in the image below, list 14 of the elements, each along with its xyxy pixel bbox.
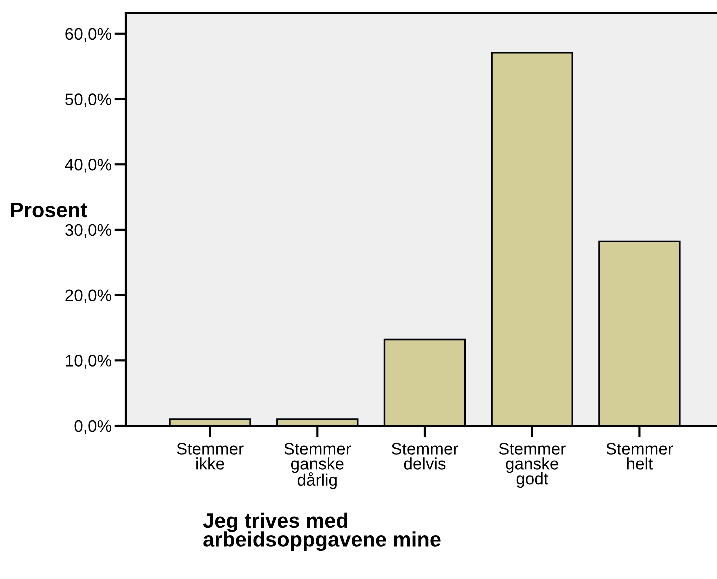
x-tick-label: Stemmer ganske dårlig [284, 443, 352, 490]
x-tick-label: Stemmer ganske godt [499, 443, 566, 488]
x-axis-title: Jeg trives med arbeidsoppgavene mine [203, 512, 441, 552]
x-tick-label: Stemmer delvis [392, 443, 459, 470]
y-tick-label: 0,0% [74, 420, 112, 434]
y-tick-label: 10,0% [66, 355, 112, 369]
y-tick-label: 40,0% [65, 159, 112, 173]
y-tick-label: 50,0% [66, 94, 112, 108]
y-tick-label: 60,0% [66, 28, 112, 42]
x-tick-label: Stemmer ikke [177, 443, 244, 470]
y-tick-label: 30,0% [65, 224, 112, 238]
y-tick-label: 20,0% [66, 290, 112, 304]
x-tick-label: Stemmer helt [606, 443, 674, 470]
y-axis-title: Prosent [11, 203, 88, 218]
